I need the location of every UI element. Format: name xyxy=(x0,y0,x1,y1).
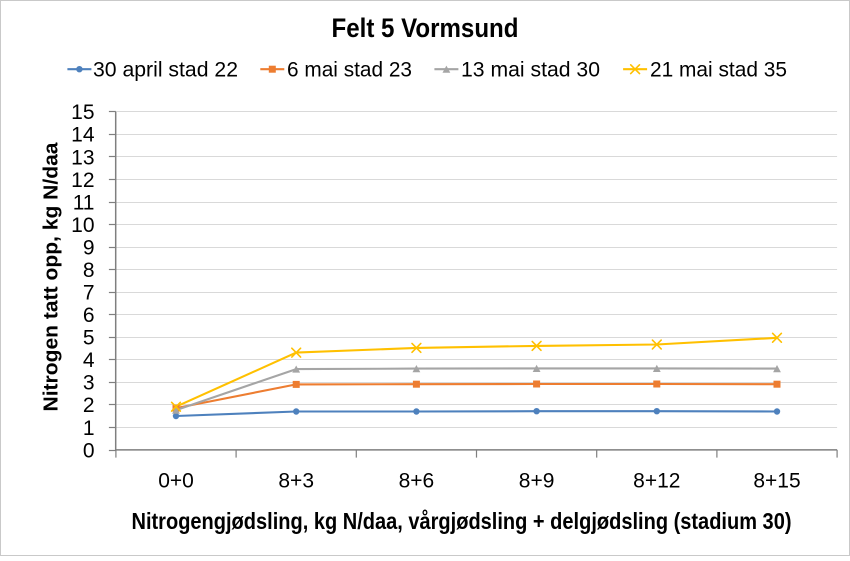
svg-text:0+0: 0+0 xyxy=(158,470,194,493)
svg-text:14: 14 xyxy=(71,124,95,147)
svg-text:13 mai stad 30: 13 mai stad 30 xyxy=(461,59,600,82)
svg-text:8: 8 xyxy=(83,259,95,282)
svg-text:4: 4 xyxy=(83,349,95,372)
svg-text:8+9: 8+9 xyxy=(519,470,555,493)
svg-text:7: 7 xyxy=(83,282,95,305)
svg-text:12: 12 xyxy=(71,169,94,192)
svg-text:Nitrogen tatt opp, kg N/daa: Nitrogen tatt opp, kg N/daa xyxy=(41,142,63,412)
svg-text:15: 15 xyxy=(71,101,94,124)
svg-text:30 april stad 22: 30 april stad 22 xyxy=(93,59,238,82)
svg-text:8+12: 8+12 xyxy=(633,470,680,493)
svg-text:6 mai stad 23: 6 mai stad 23 xyxy=(287,59,412,82)
svg-text:1: 1 xyxy=(83,417,95,440)
svg-text:21 mai stad 35: 21 mai stad 35 xyxy=(650,59,787,82)
svg-text:Felt 5 Vormsund: Felt 5 Vormsund xyxy=(332,13,519,43)
svg-text:10: 10 xyxy=(71,214,94,237)
svg-text:Nitrogengjødsling, kg N/daa, v: Nitrogengjødsling, kg N/daa, vårgjødslin… xyxy=(132,508,792,534)
svg-text:6: 6 xyxy=(83,304,95,327)
svg-text:2: 2 xyxy=(83,394,95,417)
svg-text:9: 9 xyxy=(83,236,95,259)
svg-text:8+3: 8+3 xyxy=(278,470,314,493)
svg-text:13: 13 xyxy=(71,146,94,169)
svg-text:8+15: 8+15 xyxy=(753,470,800,493)
svg-text:0: 0 xyxy=(83,439,95,462)
svg-text:11: 11 xyxy=(73,191,95,214)
svg-text:8+6: 8+6 xyxy=(399,470,435,493)
svg-text:5: 5 xyxy=(83,327,95,350)
svg-text:3: 3 xyxy=(83,372,95,395)
